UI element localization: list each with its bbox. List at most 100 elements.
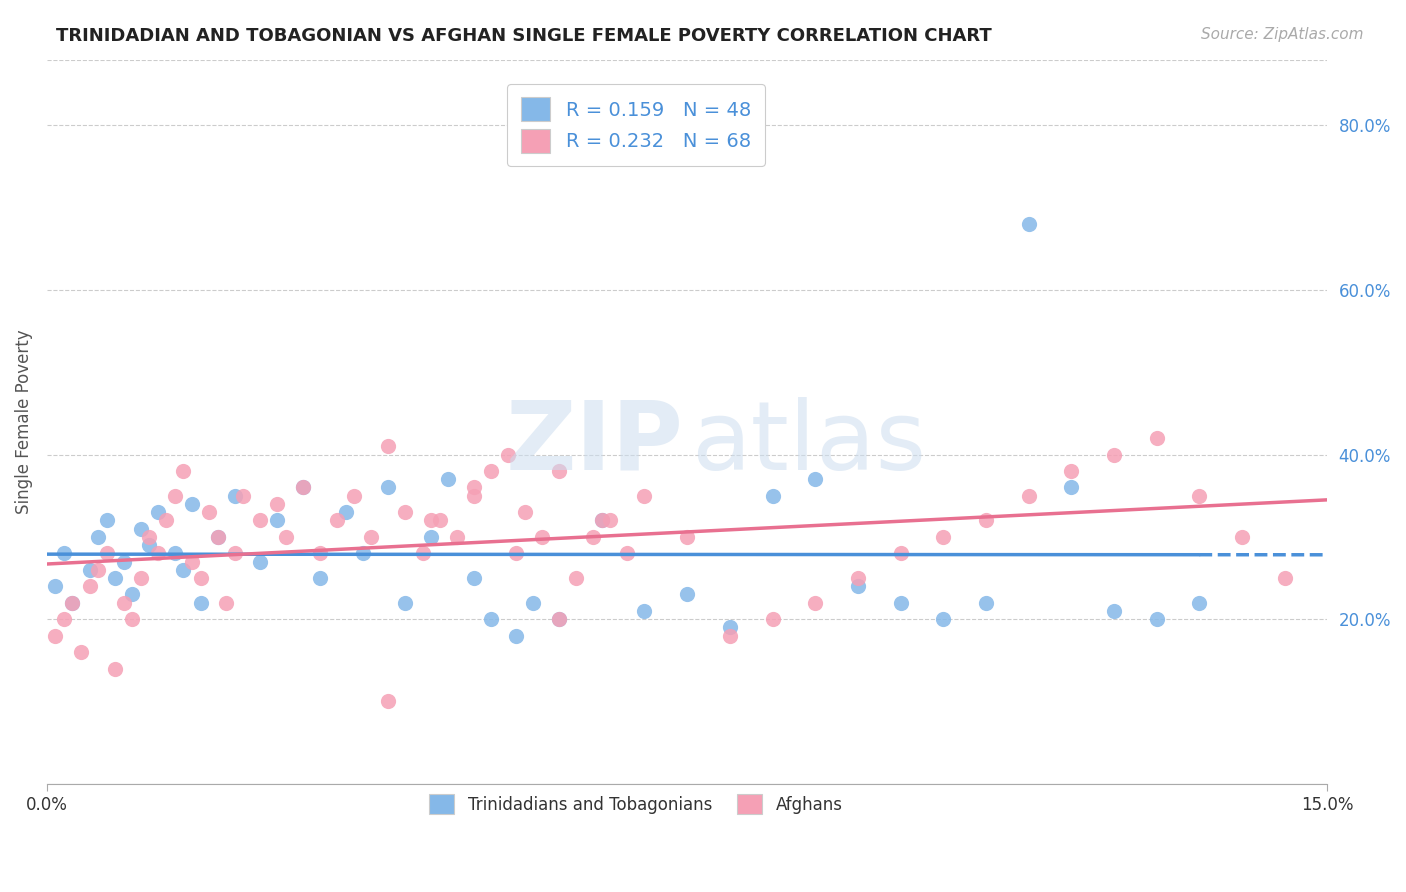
- Point: [377, 694, 399, 708]
- Point: [172, 464, 194, 478]
- Point: [437, 472, 460, 486]
- Point: [548, 464, 571, 478]
- Point: [633, 604, 655, 618]
- Point: [190, 571, 212, 585]
- Point: [181, 555, 204, 569]
- Point: [548, 612, 571, 626]
- Point: [1060, 464, 1083, 478]
- Point: [804, 472, 827, 486]
- Point: [163, 546, 186, 560]
- Point: [155, 513, 177, 527]
- Point: [932, 530, 955, 544]
- Point: [232, 489, 254, 503]
- Point: [44, 629, 66, 643]
- Point: [326, 513, 349, 527]
- Point: [112, 555, 135, 569]
- Point: [309, 546, 332, 560]
- Point: [52, 612, 75, 626]
- Point: [718, 629, 741, 643]
- Point: [104, 571, 127, 585]
- Point: [1060, 481, 1083, 495]
- Point: [411, 546, 433, 560]
- Point: [446, 530, 468, 544]
- Point: [172, 563, 194, 577]
- Y-axis label: Single Female Poverty: Single Female Poverty: [15, 329, 32, 514]
- Legend: Trinidadians and Tobagonians, Afghans: Trinidadians and Tobagonians, Afghans: [418, 782, 853, 826]
- Point: [266, 513, 288, 527]
- Point: [62, 596, 84, 610]
- Point: [676, 587, 699, 601]
- Point: [181, 497, 204, 511]
- Point: [1274, 571, 1296, 585]
- Point: [146, 505, 169, 519]
- Point: [121, 612, 143, 626]
- Text: ZIP: ZIP: [505, 397, 683, 490]
- Point: [463, 489, 485, 503]
- Point: [377, 439, 399, 453]
- Point: [394, 505, 416, 519]
- Point: [616, 546, 638, 560]
- Point: [591, 513, 613, 527]
- Point: [309, 571, 332, 585]
- Point: [146, 546, 169, 560]
- Point: [890, 596, 912, 610]
- Point: [352, 546, 374, 560]
- Point: [360, 530, 382, 544]
- Point: [96, 513, 118, 527]
- Point: [1188, 489, 1211, 503]
- Point: [548, 612, 571, 626]
- Point: [463, 481, 485, 495]
- Point: [343, 489, 366, 503]
- Point: [505, 546, 527, 560]
- Point: [129, 571, 152, 585]
- Point: [52, 546, 75, 560]
- Point: [1018, 217, 1040, 231]
- Point: [599, 513, 621, 527]
- Point: [496, 448, 519, 462]
- Point: [846, 571, 869, 585]
- Point: [1146, 431, 1168, 445]
- Point: [1102, 604, 1125, 618]
- Point: [79, 563, 101, 577]
- Point: [121, 587, 143, 601]
- Point: [224, 546, 246, 560]
- Point: [804, 596, 827, 610]
- Point: [190, 596, 212, 610]
- Point: [207, 530, 229, 544]
- Text: TRINIDADIAN AND TOBAGONIAN VS AFGHAN SINGLE FEMALE POVERTY CORRELATION CHART: TRINIDADIAN AND TOBAGONIAN VS AFGHAN SIN…: [56, 27, 993, 45]
- Point: [974, 513, 997, 527]
- Point: [718, 620, 741, 634]
- Point: [761, 489, 783, 503]
- Point: [96, 546, 118, 560]
- Point: [79, 579, 101, 593]
- Point: [377, 481, 399, 495]
- Text: Source: ZipAtlas.com: Source: ZipAtlas.com: [1201, 27, 1364, 42]
- Point: [513, 505, 536, 519]
- Point: [522, 596, 544, 610]
- Point: [291, 481, 314, 495]
- Point: [198, 505, 221, 519]
- Point: [87, 563, 110, 577]
- Point: [224, 489, 246, 503]
- Point: [505, 629, 527, 643]
- Point: [633, 489, 655, 503]
- Point: [479, 464, 502, 478]
- Point: [420, 530, 443, 544]
- Point: [932, 612, 955, 626]
- Point: [394, 596, 416, 610]
- Point: [129, 522, 152, 536]
- Point: [565, 571, 588, 585]
- Point: [1102, 448, 1125, 462]
- Point: [138, 530, 160, 544]
- Point: [335, 505, 357, 519]
- Point: [207, 530, 229, 544]
- Point: [846, 579, 869, 593]
- Point: [104, 661, 127, 675]
- Point: [1146, 612, 1168, 626]
- Point: [291, 481, 314, 495]
- Point: [62, 596, 84, 610]
- Point: [138, 538, 160, 552]
- Point: [582, 530, 605, 544]
- Point: [974, 596, 997, 610]
- Point: [676, 530, 699, 544]
